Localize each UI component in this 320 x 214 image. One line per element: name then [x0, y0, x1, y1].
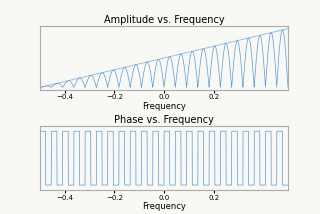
X-axis label: Frequency: Frequency — [142, 102, 186, 111]
Title: Phase vs. Frequency: Phase vs. Frequency — [114, 115, 214, 125]
Title: Amplitude vs. Frequency: Amplitude vs. Frequency — [104, 15, 224, 25]
X-axis label: Frequency: Frequency — [142, 202, 186, 211]
